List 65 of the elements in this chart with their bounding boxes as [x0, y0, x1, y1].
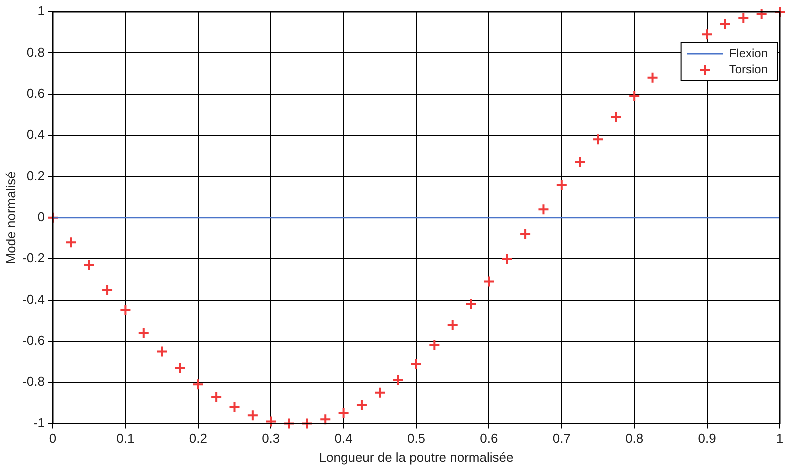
y-tick-label: -0.2 [22, 250, 45, 266]
legend-label: Torsion [729, 62, 768, 76]
point [156, 346, 168, 358]
point [465, 298, 478, 310]
point [719, 18, 732, 30]
point [283, 418, 296, 430]
point [356, 399, 368, 412]
x-tick-label: 0.2 [189, 431, 208, 446]
point [102, 284, 114, 296]
point [574, 156, 586, 168]
point [228, 401, 241, 414]
point [520, 228, 532, 240]
point [501, 253, 514, 266]
x-tick-label: 0.4 [334, 431, 353, 446]
point [65, 236, 78, 249]
x-tick-label: 0.6 [480, 431, 498, 446]
y-tick-label: 0 [38, 209, 45, 224]
point [538, 204, 550, 216]
point [265, 416, 278, 428]
x-tick-label: 1 [776, 431, 784, 446]
x-tick-label: 0.1 [116, 431, 135, 446]
x-tick-label: 0.9 [698, 431, 716, 446]
point [320, 414, 332, 426]
point [301, 418, 314, 430]
point [374, 386, 386, 399]
x-axis-title: Longueur de la poutre normalisée [319, 450, 514, 465]
y-tick-label: 0.4 [26, 127, 45, 142]
point [138, 327, 150, 340]
point [610, 111, 622, 124]
point [756, 8, 768, 20]
y-tick-label: 0.2 [26, 168, 45, 184]
y-tick-label: -1 [33, 415, 45, 430]
point [646, 72, 659, 84]
point [392, 374, 404, 387]
y-tick-label: 0.8 [26, 44, 45, 60]
y-tick-label: -0.8 [22, 374, 45, 390]
point [774, 6, 786, 18]
y-tick-label: 1 [38, 4, 45, 19]
point [83, 259, 96, 272]
point [592, 134, 604, 146]
x-tick-label: 0.7 [552, 431, 571, 446]
point [738, 12, 750, 24]
y-tick-label: 0.6 [26, 86, 45, 101]
x-tick-label: 0 [49, 431, 57, 446]
x-tick-label: 0.3 [262, 431, 280, 446]
point [483, 276, 496, 288]
point [338, 408, 350, 420]
point [446, 318, 459, 331]
point [210, 391, 223, 404]
point [701, 28, 714, 41]
point [120, 304, 132, 317]
point [192, 378, 204, 391]
point [556, 178, 568, 191]
legend-label: Flexion [729, 46, 768, 60]
point [428, 340, 441, 352]
y-tick-label: -0.4 [22, 292, 45, 307]
x-tick-label: 0.5 [407, 431, 426, 446]
point [47, 212, 59, 224]
point [246, 410, 259, 422]
point [410, 358, 422, 370]
x-tick-label: 0.8 [626, 431, 644, 446]
point [628, 90, 641, 102]
y-axis-title: Mode normalisé [3, 172, 18, 264]
point [174, 362, 186, 374]
y-tick-label: -0.6 [22, 333, 45, 348]
